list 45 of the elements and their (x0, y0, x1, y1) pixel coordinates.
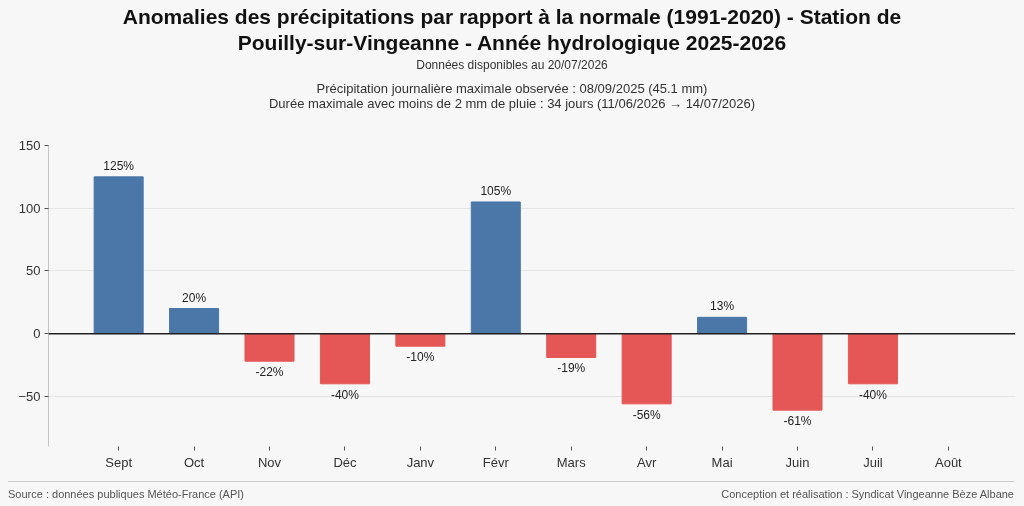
bar (847, 333, 898, 385)
x-tick-label: Août (935, 454, 963, 470)
data-label: -10% (406, 350, 435, 365)
x-tick-label: Juin (785, 454, 810, 470)
x-tick-label: Déc (333, 454, 357, 470)
y-tick-label: 100 (18, 200, 41, 216)
x-tick-label: Févr (482, 454, 510, 470)
chart-title: Anomalies des précipitations par rapport à la normale (1991-2020) - Station de Pouilly-sur-Vingeanne - Année hydrologique 2025-2026 (121, 4, 903, 56)
text: Précipitation journalière maximale observée : 08/09/2025 (45.1 mm) (315, 81, 709, 96)
x-tick-label: Juil (863, 454, 883, 470)
y-tick-label: 50 (26, 263, 41, 279)
text: Durée maximale avec moins de 2 mm de pluie : 34 jours (11/06/2026 → 14/07/2026) (267, 96, 757, 111)
data-label: -40% (858, 387, 888, 402)
bar (772, 333, 823, 411)
y-tick-label: 150 (18, 138, 41, 153)
data-label: 125% (103, 158, 135, 173)
bar (621, 333, 672, 405)
chart-subtitle: Données disponibles au 20/07/2026 (415, 57, 609, 73)
x-tick-label: Janv (406, 454, 435, 470)
bar (244, 333, 295, 362)
x-tick-label: Sept (105, 454, 133, 470)
data-label: -61% (783, 414, 812, 429)
data-label: 20% (182, 290, 207, 305)
x-tick-label: Nov (257, 454, 282, 470)
x-tick-label: Oct (183, 454, 205, 470)
text: Conception et réalisation : Syndicat Vingeanne Bèze Albane (721, 487, 1014, 502)
bar (470, 201, 521, 335)
x-tick-label: Mars (556, 454, 587, 470)
data-label: -40% (330, 387, 360, 402)
bar (546, 333, 597, 358)
data-label: -22% (255, 365, 284, 380)
x-tick-label: Avr (637, 454, 657, 470)
data-label: -56% (632, 407, 661, 422)
source-note: Source : données publiques Météo-France (API) (8, 487, 245, 502)
data-label: 13% (710, 299, 735, 314)
bar (169, 308, 220, 335)
y-tick-label: −50 (18, 388, 41, 404)
bar (697, 316, 748, 335)
bar (93, 176, 144, 335)
bar (395, 333, 446, 347)
bar (319, 333, 370, 385)
data-label: 105% (480, 183, 512, 198)
x-tick-label: Mai (711, 454, 733, 470)
y-tick-label: 0 (33, 326, 41, 342)
data-label: -19% (557, 361, 586, 376)
